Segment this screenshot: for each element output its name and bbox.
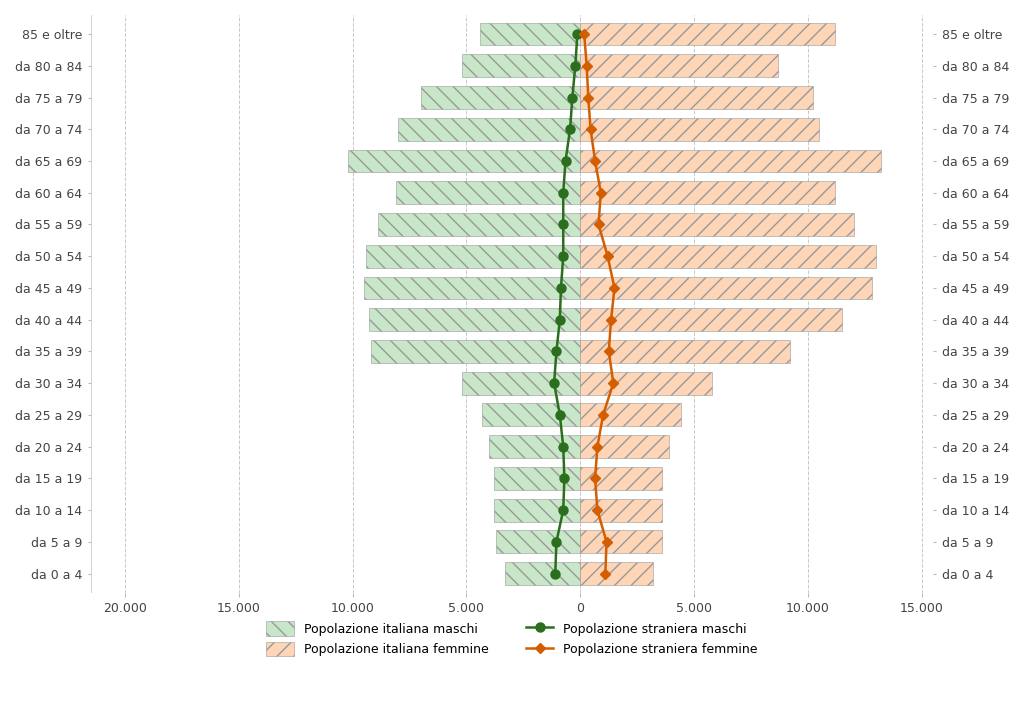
Bar <box>581 562 653 585</box>
Bar <box>378 213 581 236</box>
Legend: Popolazione italiana maschi, Popolazione italiana femmine, Popolazione straniera: Popolazione italiana maschi, Popolazione… <box>261 616 763 662</box>
Bar <box>581 276 871 299</box>
Bar <box>396 181 581 204</box>
Bar <box>369 309 581 331</box>
Bar <box>581 435 669 458</box>
Bar <box>371 340 581 363</box>
Bar <box>581 150 881 173</box>
Bar <box>581 118 819 140</box>
Bar <box>581 213 854 236</box>
Bar <box>348 150 581 173</box>
Bar <box>398 118 581 140</box>
Bar <box>421 86 581 109</box>
Bar <box>581 181 836 204</box>
Bar <box>581 340 790 363</box>
Bar <box>494 467 581 490</box>
Bar <box>496 531 581 553</box>
Bar <box>581 86 813 109</box>
Bar <box>494 498 581 521</box>
Bar <box>581 467 663 490</box>
Bar <box>480 23 581 46</box>
Bar <box>505 562 581 585</box>
Bar <box>581 498 663 521</box>
Bar <box>462 372 581 395</box>
Bar <box>581 403 681 426</box>
Bar <box>581 309 842 331</box>
Bar <box>581 54 778 77</box>
Bar <box>581 245 877 268</box>
Bar <box>581 372 713 395</box>
Bar <box>581 531 663 553</box>
Bar <box>462 54 581 77</box>
Bar <box>489 435 581 458</box>
Bar <box>364 276 581 299</box>
Bar <box>482 403 581 426</box>
Bar <box>581 23 836 46</box>
Bar <box>367 245 581 268</box>
